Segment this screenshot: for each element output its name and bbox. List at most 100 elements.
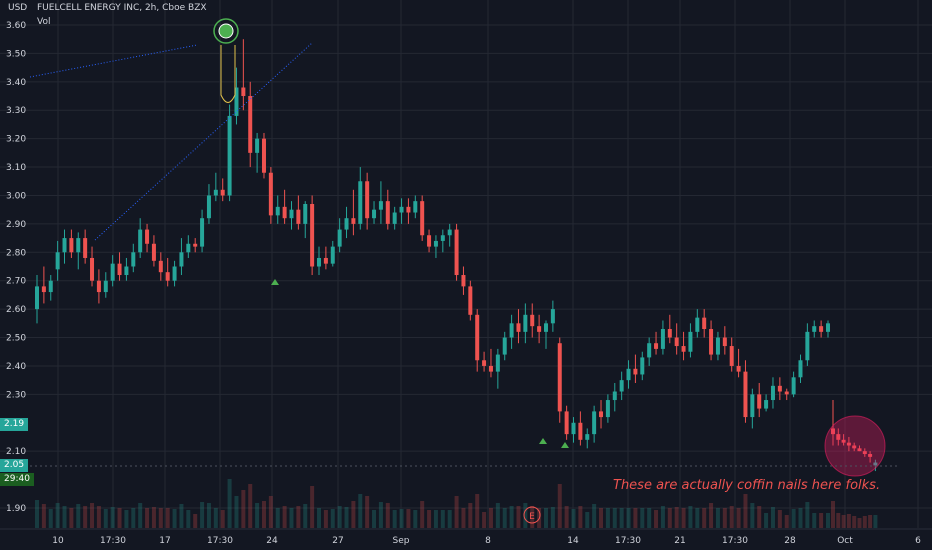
candle-body	[715, 337, 720, 355]
candle-body	[557, 343, 562, 412]
candle-body	[585, 434, 590, 440]
candle-body	[482, 360, 487, 366]
candle-body	[165, 272, 170, 281]
candles	[35, 39, 878, 472]
candle-body	[337, 229, 342, 247]
y-tick-label: 2.90	[6, 220, 26, 230]
candle-body	[495, 354, 500, 372]
volume-bar	[831, 501, 835, 528]
volume-bar	[317, 508, 322, 528]
volume-bar	[836, 513, 841, 528]
candle-body	[372, 209, 377, 219]
volume-bar	[488, 508, 493, 528]
volume-bar	[268, 496, 273, 528]
price-axis[interactable]: 3.60 3.50 3.40 3.30 3.20 3.10 3.00 2.90 2.80 2.70…	[6, 21, 26, 514]
y-tick-label: 3.30	[6, 106, 26, 116]
volume-bar	[337, 506, 342, 528]
candle-body	[131, 252, 136, 267]
volume-bar	[241, 490, 246, 528]
candle-body	[475, 314, 480, 361]
candle-body	[647, 343, 652, 358]
volume-bar	[475, 494, 480, 528]
candle-body	[592, 411, 597, 435]
highlight-circle[interactable]	[824, 415, 886, 477]
candle-body	[626, 368, 631, 381]
volume-bar	[124, 510, 129, 528]
candle-body	[571, 422, 576, 435]
candle-body	[784, 391, 789, 395]
y-tick-label: 3.10	[6, 163, 26, 173]
volume-bar	[103, 509, 108, 528]
y-tick-label: 2.60	[6, 305, 26, 315]
currency-label: USD	[8, 3, 28, 13]
volume-bar	[220, 510, 225, 528]
trendline[interactable]	[94, 42, 313, 241]
volume-bar	[323, 510, 328, 528]
candle-body	[564, 411, 569, 435]
volume-bar	[344, 507, 349, 528]
volume-bar	[688, 506, 693, 528]
candle-body	[206, 195, 211, 219]
y-tick-label: 2.50	[6, 334, 26, 344]
volume-bar	[261, 501, 266, 528]
candle-body	[234, 87, 239, 116]
time-axis[interactable]: 10 17:30 17 17:30 24 27 Sep 8 14 17:30 21 17:30 28 Oc…	[0, 528, 932, 546]
x-tick-label: 8	[485, 536, 491, 546]
symbol-title[interactable]: FUELCELL ENERGY INC, 2h, Cboe BZX	[37, 3, 207, 13]
volume-bar	[48, 509, 53, 528]
candle-body	[461, 275, 466, 287]
volume-indicator-label[interactable]: Vol	[37, 17, 51, 27]
x-tick-label: Sep	[393, 536, 410, 546]
candle-body	[873, 462, 878, 466]
annotation-text[interactable]: These are actually coffin nails here fol…	[613, 478, 881, 493]
volume-bar	[715, 508, 720, 528]
trendline[interactable]	[29, 44, 198, 78]
volume-bar	[310, 486, 315, 528]
volume-bar	[612, 508, 617, 528]
candle-body	[530, 314, 535, 327]
candle-body	[640, 357, 645, 375]
candle-body	[516, 323, 521, 332]
volume-bar	[90, 503, 95, 528]
candle-body	[268, 172, 273, 216]
candle-body	[509, 323, 514, 338]
volume-bar	[805, 502, 810, 528]
volume-bar	[440, 510, 445, 528]
buy-signal-icon	[539, 438, 547, 444]
volume-bar	[674, 507, 679, 528]
volume-bar	[791, 509, 796, 528]
x-tick-label: 17:30	[207, 536, 233, 546]
volume-bar	[605, 508, 610, 528]
volume-bar	[619, 508, 624, 528]
candle-body	[619, 380, 624, 392]
volume-bar	[41, 504, 46, 528]
candle-body	[674, 337, 679, 347]
y-tick-label: 3.40	[6, 78, 26, 88]
earnings-marker[interactable]	[523, 506, 541, 524]
volume-bar	[461, 508, 466, 528]
signal-ring-icon[interactable]	[213, 18, 239, 44]
volume-bar	[482, 512, 487, 528]
volume-bar	[709, 503, 714, 528]
candle-body	[248, 96, 253, 153]
volume-bars	[35, 479, 878, 528]
volume-bar	[275, 508, 280, 528]
candle-body	[791, 377, 796, 395]
volume-bar	[158, 508, 163, 528]
candle-body	[841, 439, 846, 443]
candle-body	[709, 329, 714, 355]
y-tick-label: 2.80	[6, 248, 26, 258]
volume-bar	[378, 502, 383, 528]
candle-body	[145, 229, 150, 244]
candle-body	[862, 451, 867, 455]
candle-body	[48, 280, 53, 293]
candle-body	[777, 385, 782, 392]
volume-bar	[681, 508, 686, 528]
candle-body	[296, 209, 301, 224]
volume-bar	[179, 504, 184, 528]
volume-bar	[750, 503, 755, 528]
volume-bar	[62, 506, 67, 528]
x-tick-label: 17	[159, 536, 170, 546]
